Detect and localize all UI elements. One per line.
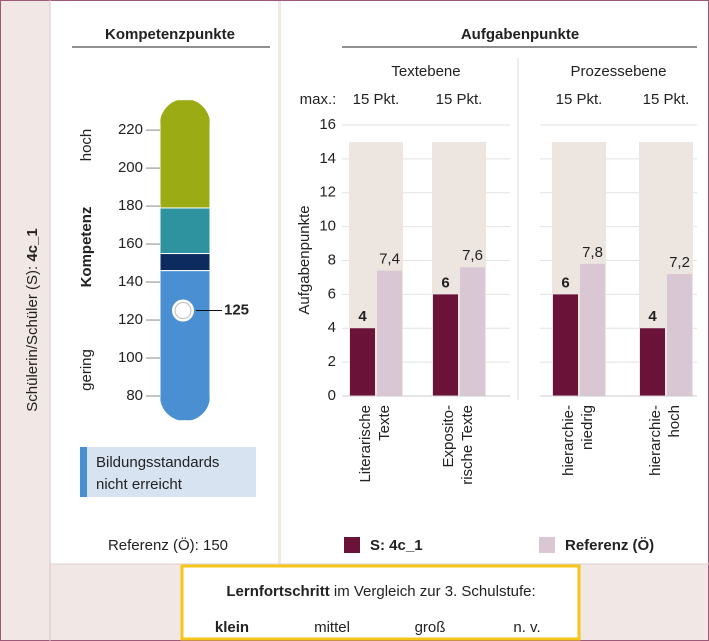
value-label: 4	[358, 308, 367, 325]
value-label: 6	[441, 274, 449, 291]
value-label: 6	[561, 274, 569, 291]
side-label: Schülerin/Schüler (S): 4c_1	[24, 228, 41, 411]
value-label: 7,6	[462, 247, 483, 264]
y-tick-label: 200	[118, 159, 143, 176]
bar	[553, 294, 578, 396]
value-label: 7,4	[379, 251, 400, 268]
y-tick-label: 4	[328, 319, 336, 336]
y-tick-label: 220	[118, 121, 143, 138]
progress-label: Lernfortschritt im Vergleich zur 3. Schu…	[226, 583, 535, 600]
bar	[580, 263, 605, 396]
group-title: Prozessebene	[571, 63, 667, 80]
y-tick-label: 6	[328, 285, 336, 302]
x-tick-label: rische Texte	[459, 405, 476, 485]
legend-swatch	[344, 537, 360, 553]
max-label: 15 Pkt.	[353, 91, 400, 108]
y-tick-label: 8	[328, 251, 336, 268]
band	[160, 270, 210, 421]
bar	[640, 328, 665, 396]
progress-box	[180, 564, 581, 641]
progress-option: groß	[415, 619, 446, 636]
value-label: 7,2	[669, 254, 690, 271]
y-tick-label: 14	[319, 150, 336, 167]
chart-title: Kompetenzpunkte	[105, 26, 235, 43]
max-prefix: max.:	[300, 91, 337, 108]
legend-box	[80, 447, 256, 497]
y-tick-label: 2	[328, 353, 336, 370]
bar	[433, 294, 458, 396]
progress-bold: Lernfortschritt	[226, 583, 329, 600]
student-id: 4c_1	[24, 228, 41, 261]
side-label-text: Schülerin/Schüler (S):	[24, 266, 41, 412]
value-label: 4	[648, 308, 657, 325]
max-label: 15 Pkt.	[643, 91, 690, 108]
reference-label: Referenz (Ö): 150	[108, 536, 228, 554]
group-title: Textebene	[391, 63, 460, 80]
marker-inner	[174, 302, 192, 320]
y-tick-label: 140	[118, 273, 143, 290]
max-label: 15 Pkt.	[436, 91, 483, 108]
progress-rest: im Vergleich zur 3. Schulstufe:	[330, 583, 536, 600]
progress-option: n. v.	[513, 619, 540, 636]
x-tick-label: hoch	[666, 405, 683, 438]
legend-swatch	[80, 447, 87, 497]
max-label: 15 Pkt.	[556, 91, 603, 108]
x-tick-label: Literarische	[357, 405, 374, 483]
x-tick-label: niedrig	[579, 405, 596, 450]
value-label: 7,8	[582, 244, 603, 261]
x-tick-label: hierarchie-	[560, 405, 577, 476]
x-tick-label: Texte	[376, 405, 393, 441]
y-tick-label: 160	[118, 235, 143, 252]
y-tick-label: 80	[126, 387, 143, 404]
y-axis-label: Aufgabenpunkte	[296, 205, 313, 314]
legend-text: Bildungsstandards	[96, 454, 219, 471]
side-label: hoch	[78, 129, 95, 162]
progress-option: mittel	[314, 619, 350, 636]
legend-text: nicht erreicht	[96, 476, 183, 493]
legend-swatch	[539, 537, 555, 553]
legend-label: S: 4c_1	[370, 537, 423, 554]
bar	[667, 274, 692, 396]
x-tick-label: Exposito-	[440, 405, 457, 468]
side-label: gering	[78, 349, 95, 391]
side-label: Kompetenz	[78, 207, 95, 288]
y-tick-label: 100	[118, 349, 143, 366]
progress-option: klein	[215, 619, 249, 636]
marker-label: 125	[224, 302, 249, 319]
y-tick-label: 120	[118, 311, 143, 328]
y-tick-label: 180	[118, 197, 143, 214]
chart-title: Aufgabenpunkte	[461, 26, 579, 43]
x-tick-label: hierarchie-	[647, 405, 664, 476]
y-tick-label: 10	[319, 218, 336, 235]
scale-bar	[160, 99, 210, 421]
band	[160, 207, 210, 255]
band	[160, 253, 210, 272]
band	[160, 99, 210, 209]
bar	[350, 328, 375, 396]
y-tick-label: 16	[319, 116, 336, 133]
y-tick-label: 12	[319, 184, 336, 201]
bar	[460, 267, 485, 396]
y-tick-label: 0	[328, 387, 336, 404]
bar	[377, 270, 402, 396]
legend-label: Referenz (Ö)	[565, 537, 654, 554]
